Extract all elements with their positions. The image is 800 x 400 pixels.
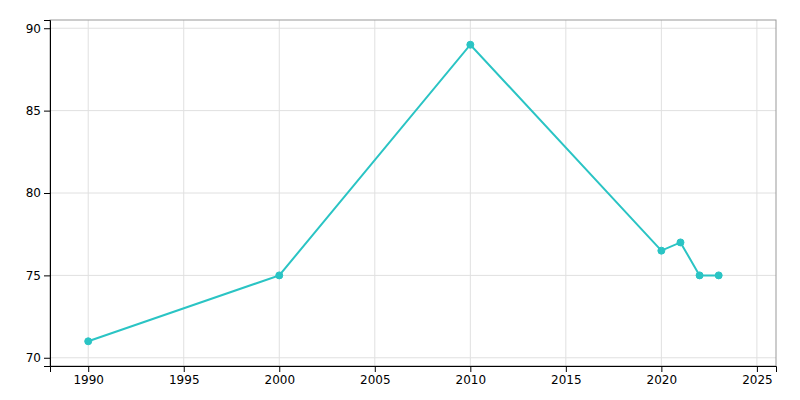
x-tick: 2025: [742, 366, 773, 387]
x-tick: 2000: [264, 366, 295, 387]
x-tick-label: 1990: [73, 373, 104, 387]
x-tick-mark: [279, 366, 280, 372]
y-tick-label: 85: [26, 104, 41, 118]
y-tick-mark: [44, 358, 50, 359]
x-tick: 2005: [360, 366, 391, 387]
x-tick: 1995: [169, 366, 200, 387]
y-tick-label: 70: [26, 351, 41, 365]
x-tick: 1990: [73, 366, 104, 387]
marker: [85, 338, 92, 345]
marker: [677, 239, 684, 246]
marker: [696, 272, 703, 279]
grid: [50, 20, 776, 366]
y-tick: 90: [26, 22, 50, 36]
y-grid-line: [50, 110, 776, 111]
marker: [658, 247, 665, 254]
x-tick: 2015: [551, 366, 582, 387]
marker: [467, 41, 474, 48]
chart: 1990 1995 2000 2005 2010 2015 2020 2025 70 75 80 85…: [0, 0, 800, 400]
x-tick: 2010: [456, 366, 487, 387]
y-tick: 70: [26, 351, 50, 365]
y-tick-label: 80: [26, 186, 41, 200]
x-tick-label: 2010: [456, 373, 487, 387]
x-tick: 2020: [647, 366, 678, 387]
y-grid-line: [50, 193, 776, 194]
x-tick-label: 2020: [647, 373, 678, 387]
x-tick-label: 1995: [169, 373, 200, 387]
y-axis-line: [44, 21, 51, 367]
x-tick-label: 2015: [551, 373, 582, 387]
plot: 1990 1995 2000 2005 2010 2015 2020 2025 70 75 80 85…: [26, 20, 777, 387]
x-axis-line: [51, 367, 777, 373]
x-tick-label: 2000: [264, 373, 295, 387]
x-axis: 1990 1995 2000 2005 2010 2015 2020 2025: [51, 366, 777, 387]
y-tick-label: 90: [26, 22, 41, 36]
x-tick-mark: [88, 366, 89, 372]
x-tick-label: 2025: [742, 373, 773, 387]
y-tick-mark: [44, 275, 50, 276]
x-tick-mark: [184, 366, 185, 372]
x-tick-mark: [375, 366, 376, 372]
data: [85, 41, 722, 345]
plot-frame: [50, 20, 776, 366]
y-tick-label: 75: [26, 269, 41, 283]
y-grid-line: [50, 275, 776, 276]
line: [88, 45, 718, 342]
marker: [715, 272, 722, 279]
x-tick-label: 2005: [360, 373, 391, 387]
y-tick: 85: [26, 104, 50, 118]
x-tick-mark: [566, 366, 567, 372]
y-grid-line: [50, 28, 776, 29]
y-tick-mark: [44, 111, 50, 112]
x-tick-mark: [661, 366, 662, 372]
y-tick-mark: [44, 193, 50, 194]
y-tick: 80: [26, 186, 50, 200]
y-axis: 70 75 80 85 90: [26, 21, 51, 367]
y-tick-mark: [44, 28, 50, 29]
y-grid-line: [50, 357, 776, 358]
x-tick-mark: [757, 366, 758, 372]
x-tick-mark: [470, 366, 471, 372]
y-tick: 75: [26, 269, 50, 283]
marker: [276, 272, 283, 279]
